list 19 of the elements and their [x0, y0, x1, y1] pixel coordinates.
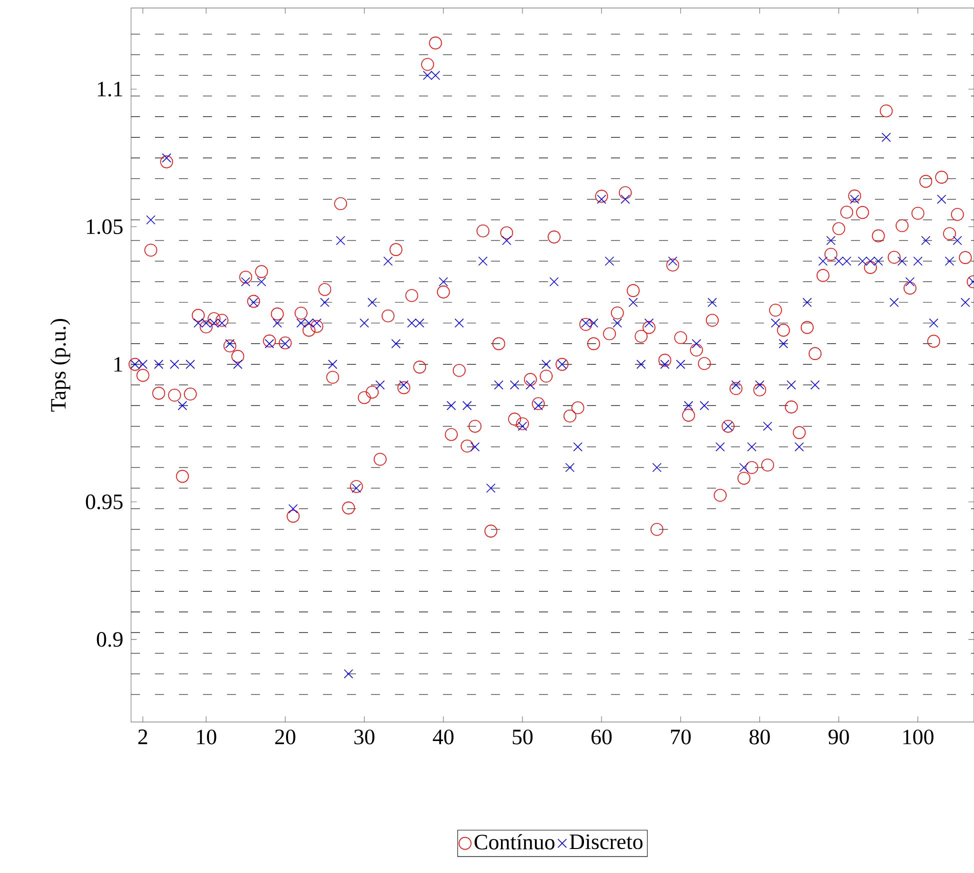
y-tick-label: 1.1 [98, 82, 122, 97]
y-axis-title: Taps (p.u.) [50, 318, 70, 412]
x-tick-label: 50 [512, 730, 533, 744]
y-tick-label: 1 [114, 357, 122, 372]
legend-label: Contínuo [474, 834, 554, 850]
x-tick-label: 90 [828, 730, 849, 744]
y-tick-label: 1.05 [86, 219, 123, 234]
legend-label: Discreto [570, 834, 642, 850]
x-tick-label: 10 [197, 730, 216, 744]
x-tick-label: 80 [750, 730, 770, 744]
x-tick-label: 60 [592, 730, 612, 744]
x-tick-label: 30 [354, 730, 374, 744]
x-tick-label: 20 [275, 730, 296, 744]
x-tick-label: 2 [138, 730, 148, 744]
y-tick-label: 0.95 [86, 494, 123, 510]
x-tick-label: 100 [903, 730, 934, 744]
x-tick-label: 70 [671, 730, 691, 744]
y-tick-label: 0.9 [96, 632, 123, 647]
x-tick-label: 40 [432, 730, 454, 744]
